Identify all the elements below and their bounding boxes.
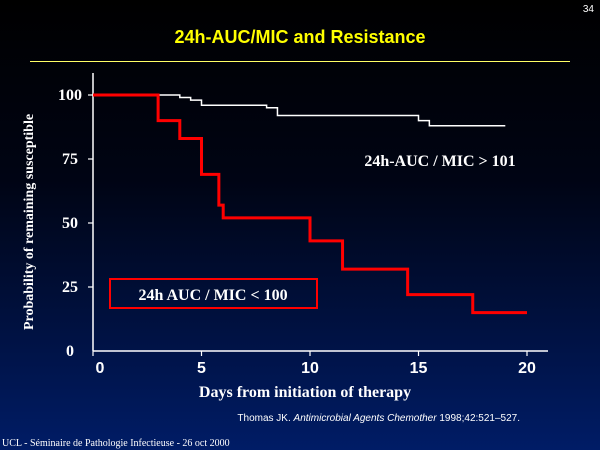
y-tick-label: 25 <box>62 279 78 296</box>
chart-ticks: 0 5 10 15 20 0 25 50 75 100 <box>58 87 536 377</box>
citation: Thomas JK. Antimicrobial Agents Chemothe… <box>0 413 595 424</box>
x-tick-label: 20 <box>518 360 536 377</box>
chart-axes <box>92 73 548 352</box>
x-axis-label: Days from initiation of therapy <box>199 384 411 401</box>
y-tick-label: 50 <box>62 215 78 232</box>
citation-details: 1998;42:521–527. <box>439 413 520 424</box>
series-label-high: 24h-AUC / MIC > 101 <box>364 153 515 170</box>
x-tick-label: 0 <box>96 360 105 377</box>
citation-journal: Antimicrobial Agents Chemother <box>293 413 437 424</box>
series-label-low: 24h AUC / MIC < 100 <box>138 287 287 304</box>
y-tick-label: 100 <box>58 87 82 104</box>
citation-authors: Thomas JK. <box>237 413 291 424</box>
slide-number: 34 <box>582 4 594 15</box>
y-tick-label: 75 <box>62 151 78 168</box>
y-axis-label: Probability of remaining susceptible <box>22 114 37 330</box>
series-label-low-box <box>109 278 318 309</box>
x-tick-label: 15 <box>410 360 428 377</box>
series-line-high <box>93 94 506 127</box>
x-tick-label: 10 <box>301 360 319 377</box>
series-line-low <box>93 93 527 315</box>
y-tick-label: 0 <box>66 343 74 360</box>
title-divider <box>30 61 570 62</box>
slide-footer: UCL - Séminaire de Pathologie Infectieus… <box>2 438 230 449</box>
chart-series <box>93 93 527 315</box>
x-tick-label: 5 <box>197 360 206 377</box>
slide-title: 24h-AUC/MIC and Resistance <box>174 27 426 47</box>
